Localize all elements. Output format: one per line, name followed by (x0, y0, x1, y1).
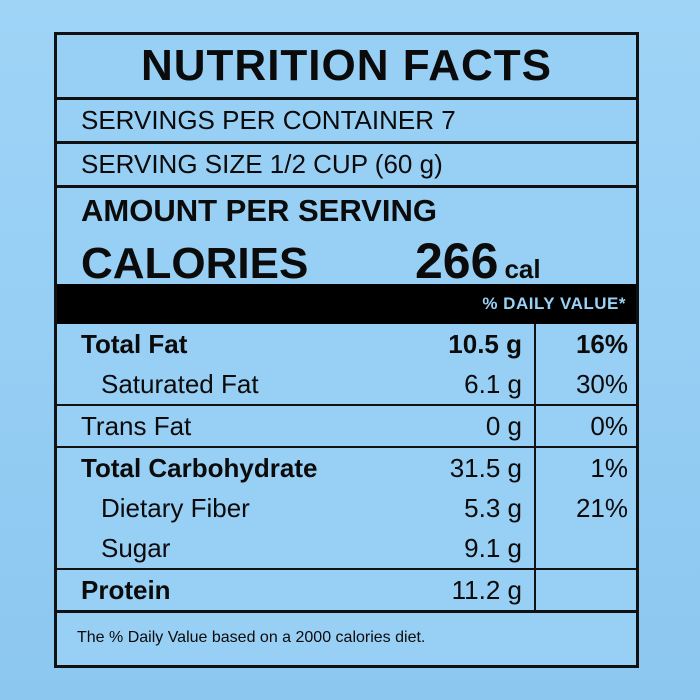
nutrient-amount: 10.5 g (448, 328, 522, 359)
calories-line: CALORIES 266 cal (81, 232, 636, 290)
nutrient-name: Total Carbohydrate (81, 452, 318, 483)
daily-value-header: % DAILY VALUE* (482, 294, 626, 313)
nutrient-daily-value: 16% (534, 324, 636, 364)
nutrient-amount: 9.1 g (464, 532, 522, 563)
nutrient-name: Saturated Fat (101, 368, 259, 399)
nutrient-daily-value (534, 528, 636, 568)
serving-size: SERVING SIZE 1/2 CUP (60 g) (57, 141, 636, 185)
calories-value: 266 (415, 233, 499, 289)
amount-per-serving-heading: AMOUNT PER SERVING (81, 193, 437, 228)
nutrient-daily-value: 30% (534, 364, 636, 404)
nutrient-row-total-carbohydrate: Total Carbohydrate 31.5 g 1% (57, 446, 636, 488)
nutrient-table: Total Fat 10.5 g 16% Saturated Fat 6.1 g… (57, 324, 636, 610)
footnote-block: The % Daily Value based on a 2000 calori… (57, 610, 636, 647)
label-title: NUTRITION FACTS (141, 41, 552, 90)
nutrient-daily-value (534, 570, 636, 610)
nutrient-amount: 0 g (485, 410, 522, 441)
nutrient-amount: 31.5 g (449, 452, 522, 483)
nutrient-row-total-fat: Total Fat 10.5 g 16% (57, 324, 636, 364)
nutrient-row-sugar: Sugar 9.1 g (57, 528, 636, 568)
nutrient-name: Protein (81, 574, 171, 605)
nutrient-name: Sugar (101, 532, 171, 563)
nutrient-name: Dietary Fiber (101, 492, 250, 523)
nutrition-label: NUTRITION FACTS SERVINGS PER CONTAINER 7… (54, 32, 639, 668)
nutrient-amount: 11.2 g (451, 574, 522, 605)
nutrient-row-dietary-fiber: Dietary Fiber 5.3 g 21% (57, 488, 636, 528)
amount-per-serving-block: AMOUNT PER SERVING CALORIES 266 cal (57, 185, 636, 289)
nutrient-row-trans-fat: Trans Fat 0 g 0% (57, 404, 636, 446)
nutrient-daily-value: 0% (534, 406, 636, 446)
nutrient-daily-value: 1% (534, 448, 636, 488)
calories-unit: cal (504, 254, 541, 284)
nutrient-name: Trans Fat (81, 410, 192, 441)
calories-label: CALORIES (81, 239, 309, 288)
nutrient-row-saturated-fat: Saturated Fat 6.1 g 30% (57, 364, 636, 404)
nutrient-daily-value: 21% (534, 488, 636, 528)
daily-value-header-bar: % DAILY VALUE* (57, 284, 636, 324)
servings-per-container: SERVINGS PER CONTAINER 7 (57, 97, 636, 141)
nutrient-name: Total Fat (81, 328, 188, 359)
nutrient-amount: 5.3 g (464, 492, 522, 523)
nutrient-row-protein: Protein 11.2 g (57, 568, 636, 610)
nutrient-amount: 6.1 g (464, 368, 522, 399)
footnote: The % Daily Value based on a 2000 calori… (77, 629, 426, 646)
